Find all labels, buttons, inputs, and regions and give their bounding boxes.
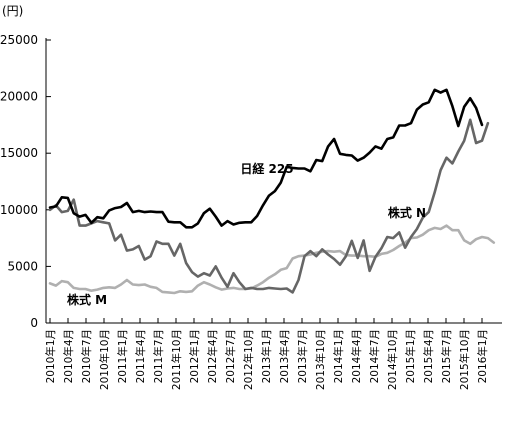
x-tick-label: 2015年7月 xyxy=(440,329,453,383)
x-tick-label: 2012年1月 xyxy=(188,329,201,383)
x-tick-label: 2012年10月 xyxy=(242,329,255,390)
x-tick-label: 2013年4月 xyxy=(278,329,291,383)
series-line xyxy=(48,118,490,294)
x-tick-label: 2014年10月 xyxy=(386,329,399,390)
x-tick-label: 2011年7月 xyxy=(152,329,165,383)
series-label: 日経 225 xyxy=(240,161,293,176)
y-tick-label: 0 xyxy=(30,316,38,330)
x-tick-label: 2015年1月 xyxy=(404,329,417,383)
x-tick-label: 2015年4月 xyxy=(422,329,435,383)
x-tick-label: 2014年1月 xyxy=(332,329,345,383)
series-label: 株式 M xyxy=(67,292,107,307)
x-tick-label: 2015年10月 xyxy=(458,329,471,390)
x-tick-label: 2014年4月 xyxy=(350,329,363,383)
x-tick-label: 2010年1月 xyxy=(44,329,57,383)
series-line xyxy=(48,224,496,295)
x-tick-label: 2014年7月 xyxy=(368,329,381,383)
x-tick-label: 2010年7月 xyxy=(80,329,93,383)
axes xyxy=(45,38,502,324)
series-lines xyxy=(48,88,496,295)
y-tick-label: 10000 xyxy=(0,203,38,217)
x-tick-label: 2012年4月 xyxy=(206,329,219,383)
x-axis-ticks: 2010年1月 2010年4月 2010年7月 2010年10月 2011年1月 2011… xyxy=(44,318,489,390)
x-tick-label: 2010年10月 xyxy=(98,329,111,390)
y-tick-label: 5000 xyxy=(7,259,38,273)
x-tick-label: 2010年4月 xyxy=(62,329,75,383)
series-line xyxy=(48,88,484,229)
y-axis-ticks: 0 5000 10000 15000 20000 25000 xyxy=(0,33,51,330)
x-tick-label: 2011年4月 xyxy=(134,329,147,383)
x-tick-label: 2013年7月 xyxy=(296,329,309,383)
x-tick-label: 2011年10月 xyxy=(170,329,183,390)
y-tick-label: 20000 xyxy=(0,90,38,104)
y-tick-label: 25000 xyxy=(0,33,38,47)
series-label: 株式 N xyxy=(388,205,426,220)
y-tick-label: 15000 xyxy=(0,146,38,160)
x-tick-label: 2012年7月 xyxy=(224,329,237,383)
x-tick-label: 2011年1月 xyxy=(116,329,129,383)
x-tick-label: 2013年1月 xyxy=(260,329,273,383)
series-labels: 日経 225 株式 N 株式 M xyxy=(67,161,426,307)
x-tick-label: 2013年10月 xyxy=(314,329,327,390)
x-tick-label: 2016年1月 xyxy=(476,329,489,383)
y-unit-label: (円) xyxy=(2,4,23,18)
